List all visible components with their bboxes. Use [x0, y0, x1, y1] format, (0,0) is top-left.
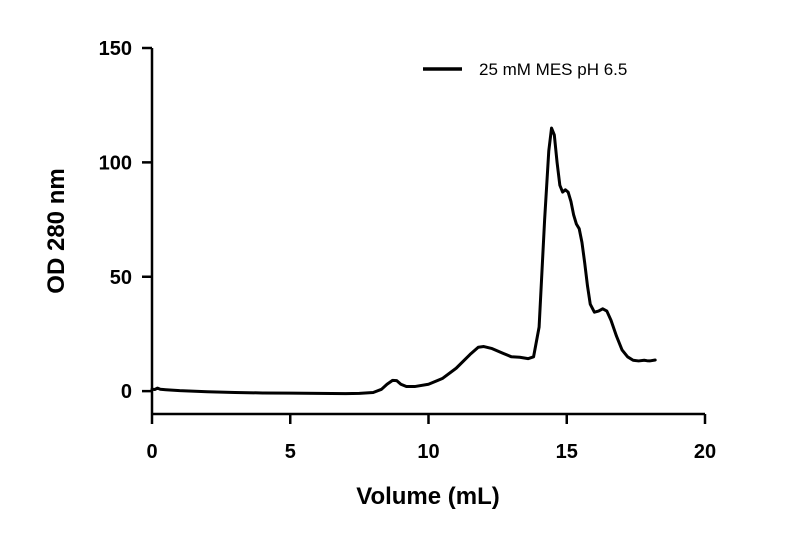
- axes-layer: 0 5 10 15 20 0 50 100 150: [99, 38, 717, 463]
- series-line-0: [150, 126, 657, 396]
- y-tick-label: 50: [110, 267, 132, 289]
- legend: 25 mM MES pH 6.5: [423, 60, 627, 79]
- x-tick-label: 20: [694, 441, 716, 463]
- legend-label: 25 mM MES pH 6.5: [479, 60, 627, 79]
- y-tick-label: 0: [121, 381, 132, 403]
- x-axis-title: Volume (mL): [356, 483, 500, 510]
- y-tick-label: 100: [99, 152, 132, 174]
- y-axis-title: OD 280 nm: [43, 168, 70, 293]
- x-tick-label: 10: [417, 441, 439, 463]
- x-tick-label: 5: [285, 441, 296, 463]
- y-tick-label: 150: [99, 38, 132, 60]
- x-tick-label: 0: [146, 441, 157, 463]
- series-layer: [150, 126, 657, 396]
- x-tick-label: 15: [556, 441, 578, 463]
